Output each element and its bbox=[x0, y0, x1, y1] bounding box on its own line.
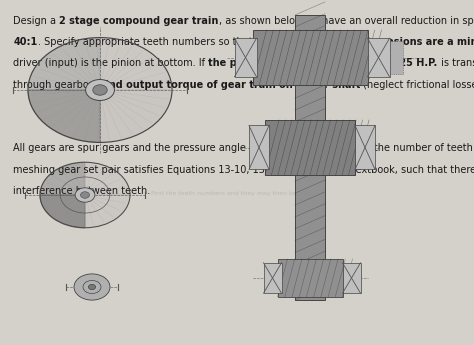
Polygon shape bbox=[100, 90, 172, 142]
Bar bbox=[295, 15, 325, 300]
Polygon shape bbox=[28, 90, 100, 142]
Bar bbox=[249, 126, 269, 169]
Text: through gearbox,: through gearbox, bbox=[13, 80, 101, 90]
Polygon shape bbox=[40, 162, 85, 195]
Bar bbox=[367, 41, 402, 74]
Text: 40:1: 40:1 bbox=[13, 37, 37, 47]
Text: is transmitted: is transmitted bbox=[438, 58, 474, 68]
Text: interference between teeth.: interference between teeth. bbox=[13, 186, 151, 196]
Bar bbox=[277, 259, 343, 297]
Circle shape bbox=[81, 192, 90, 198]
Polygon shape bbox=[100, 38, 172, 90]
Text: . Specify appropriate teeth numbers so that: . Specify appropriate teeth numbers so t… bbox=[37, 37, 255, 47]
Bar bbox=[343, 263, 361, 293]
Text: find output torque of gear train on upper shaft: find output torque of gear train on uppe… bbox=[101, 80, 360, 90]
Text: meshing gear set pair satisfies Equations 13-10, 13-11, and 13-12 in textbook, s: meshing gear set pair satisfies Equation… bbox=[13, 165, 474, 175]
Text: Find the teeth numbers and they may then be arrange: Find the teeth numbers and they may then… bbox=[151, 191, 323, 196]
Bar bbox=[264, 263, 282, 293]
Text: , as shown below, to have an overall reduction in speed of exactly: , as shown below, to have an overall red… bbox=[219, 16, 474, 26]
Circle shape bbox=[75, 188, 95, 202]
Bar bbox=[235, 38, 256, 77]
Text: (neglect frictional losses).: (neglect frictional losses). bbox=[360, 80, 474, 90]
Polygon shape bbox=[40, 195, 85, 228]
Text: the pinion drives at 1000 rpm and 25 H.P.: the pinion drives at 1000 rpm and 25 H.P… bbox=[209, 58, 438, 68]
Bar bbox=[253, 30, 367, 85]
Text: 2 stage compound gear train: 2 stage compound gear train bbox=[59, 16, 219, 26]
Text: Design a: Design a bbox=[13, 16, 59, 26]
Bar bbox=[265, 120, 355, 175]
Circle shape bbox=[74, 274, 110, 300]
Text: driver (input) is the pinion at bottom. If: driver (input) is the pinion at bottom. … bbox=[13, 58, 209, 68]
Polygon shape bbox=[28, 38, 100, 90]
Circle shape bbox=[86, 79, 114, 100]
Bar bbox=[355, 126, 375, 169]
Polygon shape bbox=[85, 162, 130, 195]
Polygon shape bbox=[85, 195, 130, 228]
Bar bbox=[367, 38, 390, 77]
Text: gearbox (housing) dimensions are a minimum: gearbox (housing) dimensions are a minim… bbox=[255, 37, 474, 47]
Circle shape bbox=[93, 85, 107, 95]
Text: All gears are spur gears and the pressure angle is 20 degrees. Make sure the num: All gears are spur gears and the pressur… bbox=[13, 143, 474, 153]
Circle shape bbox=[88, 284, 96, 289]
